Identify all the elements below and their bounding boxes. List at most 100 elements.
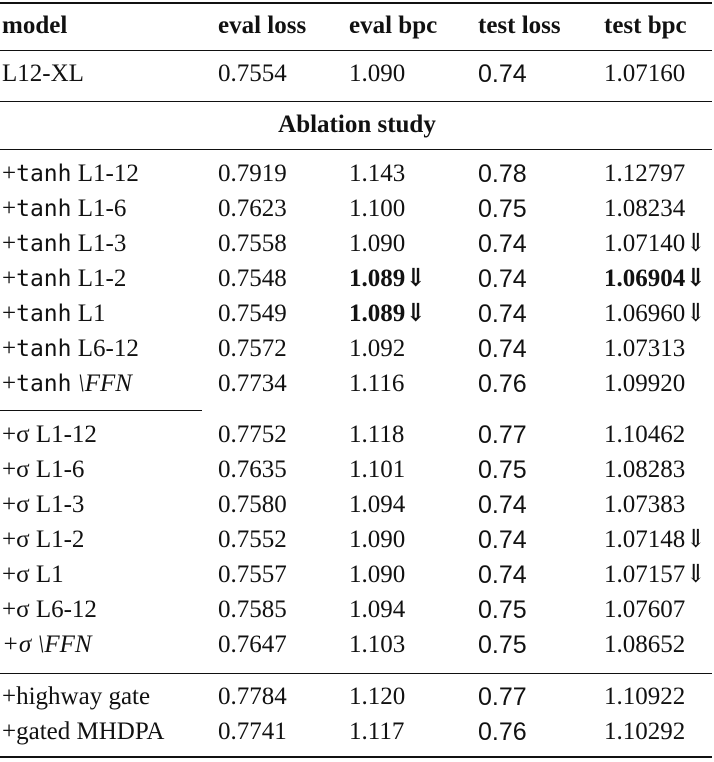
baseline-eval-loss: 0.7554 [218,60,287,87]
row-test-bpc: 1.07157⇓ [604,561,707,588]
row-suffix: L1 [71,300,106,327]
row-test-bpc: 1.10292 [604,718,686,745]
section-rule-bottom [0,149,712,150]
row-function: tanh [16,371,72,397]
row-suffix: L1-2 [71,265,127,292]
row-test-loss: 0.77 [478,683,527,711]
row-eval-loss: 0.7580 [218,491,287,518]
row-test-loss: 0.77 [478,421,527,449]
table-row: +tanh L1-3 0.7558 1.090 0.74 1.07140⇓ [0,227,714,261]
row-test-bpc: 1.07607 [604,596,686,623]
table-row: +σ L1-2 0.7552 1.090 0.74 1.07148⇓ [0,523,714,557]
header-eval-bpc: eval bpc [349,12,438,39]
row-suffix: \FFN [71,370,132,397]
table-row: +σ \FFN 0.7647 1.103 0.75 1.08652 [0,628,714,662]
row-eval-bpc: 1.090 [349,230,406,257]
row-test-bpc: 1.08234 [604,195,686,222]
baseline-test-bpc: 1.07160 [604,60,686,87]
row-function: tanh [16,196,72,222]
header-test-loss: test loss [478,12,561,39]
header-row: model eval loss eval bpc test loss test … [0,9,714,43]
row-eval-bpc: 1.118 [349,421,405,448]
row-eval-loss: 0.7647 [218,631,287,658]
row-test-bpc: 1.06960⇓ [604,300,707,327]
row-test-bpc: 1.07140⇓ [604,230,707,257]
table-row: +gated MHDPA 0.7741 1.117 0.76 1.10292 [0,715,714,749]
row-model: +σ L1 [2,561,64,588]
baseline-eval-bpc: 1.090 [349,60,406,87]
table-row: +tanh L1-6 0.7623 1.100 0.75 1.08234 [0,192,714,226]
section-title: Ablation study [278,111,436,138]
row-eval-loss: 0.7558 [218,230,287,257]
row-model: +tanh L1-12 [2,157,139,191]
row-model: +tanh L1-6 [2,192,126,226]
row-prefix: + [2,370,17,397]
row-eval-bpc: 1.089⇓ [349,265,427,292]
row-eval-loss: 0.7784 [218,683,287,710]
row-test-loss: 0.75 [478,456,527,484]
row-test-bpc: 1.08652 [604,631,686,658]
row-test-loss: 0.78 [478,160,527,188]
row-test-bpc: 1.10922 [604,683,686,710]
header-eval-loss: eval loss [218,12,307,39]
row-eval-bpc: 1.100 [349,195,406,222]
row-prefix: + [2,195,17,222]
row-suffix: L1-3 [71,230,127,257]
baseline-test-loss: 0.74 [478,60,527,88]
row-model: +σ L1-3 [2,491,85,518]
section-rule-top [0,101,712,102]
row-test-loss: 0.76 [478,370,527,398]
header-model: model [2,12,68,39]
row-test-loss: 0.74 [478,526,527,554]
row-model: +σ \FFN [2,631,92,658]
row-eval-loss: 0.7549 [218,300,287,327]
row-model: +tanh L1-3 [2,227,126,261]
row-eval-bpc: 1.103 [349,631,406,658]
row-function: tanh [16,266,72,292]
row-test-loss: 0.74 [478,265,527,293]
row-eval-loss: 0.7557 [218,561,287,588]
row-prefix: + [2,160,17,187]
row-eval-loss: 0.7548 [218,265,287,292]
table-row: +σ L1-12 0.7752 1.118 0.77 1.10462 [0,418,714,452]
row-prefix: + [2,265,17,292]
row-model: +tanh L1-2 [2,262,126,296]
row-model: +highway gate [2,683,151,710]
table-row: +σ L1-3 0.7580 1.094 0.74 1.07383 [0,488,714,522]
row-test-bpc: 1.06904⇓ [604,265,707,292]
row-test-loss: 0.74 [478,491,527,519]
row-eval-bpc: 1.089⇓ [349,300,427,327]
row-test-loss: 0.76 [478,718,527,746]
row-eval-bpc: 1.101 [349,456,406,483]
table-row: +σ L6-12 0.7585 1.094 0.75 1.07607 [0,593,714,627]
row-model: +σ L6-12 [2,596,97,623]
row-test-bpc: 1.12797 [604,160,686,187]
row-test-bpc: 1.08283 [604,456,686,483]
row-suffix: L1-6 [71,195,127,222]
row-test-loss: 0.75 [478,631,527,659]
baseline-row: L12-XL 0.7554 1.090 0.74 1.07160 [0,57,714,91]
table-row: +tanh L1 0.7549 1.089⇓ 0.74 1.06960⇓ [0,297,714,331]
row-eval-loss: 0.7552 [218,526,287,553]
row-eval-bpc: 1.143 [349,160,406,187]
row-eval-loss: 0.7752 [218,421,287,448]
row-eval-bpc: 1.094 [349,491,406,518]
row-eval-loss: 0.7919 [218,160,287,187]
row-model: +tanh L6-12 [2,332,139,366]
row-model: +σ L1-2 [2,526,85,553]
row-prefix: + [2,230,17,257]
row-model: +σ L1-12 [2,421,97,448]
top-rule [0,2,712,4]
row-model: +σ L1-6 [2,456,85,483]
row-suffix: L1-12 [71,160,139,187]
row-eval-loss: 0.7585 [218,596,287,623]
row-test-bpc: 1.07148⇓ [604,526,707,553]
table-row: +σ L1 0.7557 1.090 0.74 1.07157⇓ [0,558,714,592]
row-test-loss: 0.74 [478,230,527,258]
row-test-bpc: 1.07313 [604,335,686,362]
row-eval-bpc: 1.117 [349,718,405,745]
baseline-model: L12-XL [2,60,84,87]
row-prefix: + [2,335,17,362]
table-row: +σ L1-6 0.7635 1.101 0.75 1.08283 [0,453,714,487]
